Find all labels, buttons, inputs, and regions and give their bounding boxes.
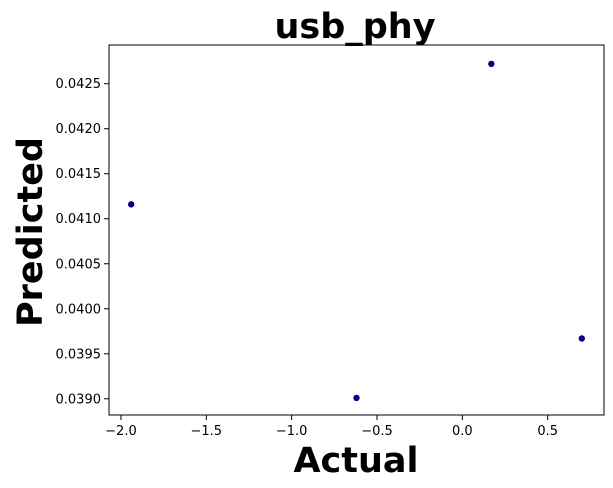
data-point — [578, 335, 586, 342]
y-tick-label: 0.0405 — [56, 257, 102, 272]
y-tick-label: 0.0420 — [56, 122, 102, 137]
x-tick-label: 0.0 — [452, 424, 473, 439]
y-tick-label: 0.0390 — [56, 392, 102, 407]
x-tick-label: 0.5 — [537, 424, 558, 439]
plot-frame — [108, 44, 605, 416]
data-points — [127, 60, 586, 402]
x-tick-label: −1.5 — [191, 424, 223, 439]
data-point — [353, 394, 360, 402]
x-tick-label: −0.5 — [361, 424, 393, 439]
y-tick-label: 0.0425 — [56, 77, 102, 92]
chart-title: usb_phy — [274, 7, 435, 47]
x-axis-label: Actual — [293, 441, 418, 481]
y-tick-label: 0.0395 — [56, 347, 102, 362]
data-point — [127, 201, 135, 208]
y-axis: 0.0390 0.0395 0.0400 0.0405 0.0410 0.0415 0.04… — [56, 77, 109, 407]
data-point — [488, 60, 495, 68]
x-axis: −2.0 −1.5 −1.0 −0.5 0.0 0.5 — [105, 415, 558, 439]
y-tick-label: 0.0400 — [56, 302, 102, 317]
y-axis-label: Predicted — [11, 137, 51, 327]
x-tick-label: −1.0 — [276, 424, 308, 439]
y-tick-label: 0.0410 — [56, 212, 102, 227]
y-tick-label: 0.0415 — [56, 167, 102, 182]
x-tick-label: −2.0 — [105, 424, 137, 439]
